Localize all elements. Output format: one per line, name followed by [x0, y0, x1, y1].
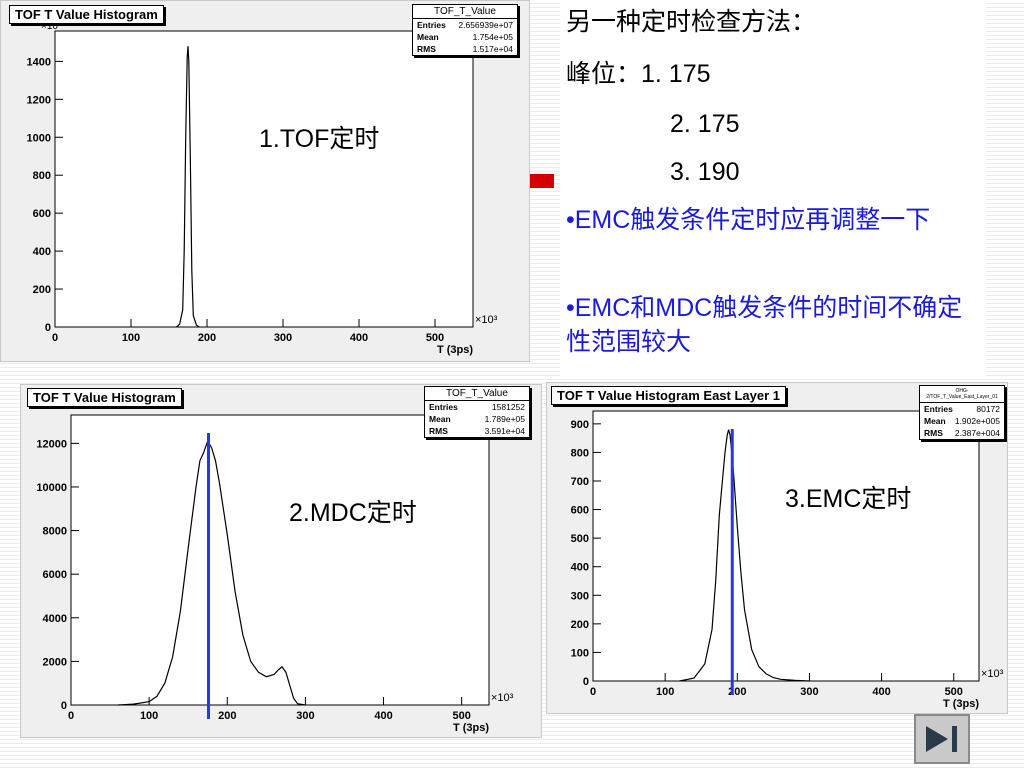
x-tick-label: 500 — [945, 686, 963, 698]
emc-histogram-panel: 0 100 200 300 400 500 0 100 200 300 400 500 600 700 80… — [546, 382, 1008, 714]
mdc-histogram-panel: 0 100 200 300 400 500 0 2000 4000 6000 8000 10000 12… — [20, 384, 542, 738]
stats-row-entries: Entries 2.656939e+07 — [417, 20, 513, 30]
stats-row-entries: Entries 1581252 — [429, 402, 525, 412]
x-tick-label: 500 — [452, 710, 470, 722]
y-tick-label: 12000 — [36, 438, 67, 450]
x-tick-label: 300 — [296, 710, 314, 722]
x-axis-label: T (3ps) — [453, 722, 489, 734]
y-tick-label: 0 — [45, 322, 51, 334]
mdc-histogram-plot: 0 100 200 300 400 500 0 2000 4000 6000 8000 10000 12… — [36, 414, 514, 734]
y-tick-label: 400 — [33, 246, 51, 258]
stats-row-entries: Entries 80172 — [924, 404, 1000, 414]
stats-row-rms: RMS 1.517e+04 — [417, 44, 513, 54]
tof-overlay-label: 1.TOF定时 — [259, 125, 380, 153]
y-tick-label: 900 — [571, 419, 589, 431]
stats-name: TOF_T_Value — [425, 387, 529, 401]
mdc-stats-box: TOF_T_Value Entries 1581252 Mean 1.789e+05… — [424, 386, 530, 438]
plot-frame — [592, 410, 980, 682]
y-tick-label: 1000 — [27, 132, 51, 144]
y-tick-label: 100 — [571, 647, 589, 659]
x-tick-label: 400 — [350, 332, 368, 344]
x-tick-label: 200 — [218, 710, 236, 722]
y-tick-label: 8000 — [43, 526, 67, 538]
x-tick-label: 0 — [68, 710, 74, 722]
x-tick-label: 300 — [274, 332, 292, 344]
y-multiplier: ×10³ — [41, 21, 62, 32]
x-multiplier: ×10³ — [475, 314, 498, 326]
stats-row-mean: Mean 1.754e+05 — [417, 32, 513, 42]
x-tick-label: 300 — [800, 686, 818, 698]
y-tick-label: 1400 — [27, 56, 51, 68]
stats-row-rms: RMS 3.591e+04 — [429, 426, 525, 436]
peak-line-1: 峰位：1. 175 — [566, 60, 711, 88]
emc-overlay-label: 3.EMC定时 — [785, 485, 912, 513]
mdc-overlay-label: 2.MDC定时 — [289, 499, 417, 527]
bullet-emc-mdc-range: •EMC和MDC触发条件的时间不确定性范围较大 — [566, 294, 963, 356]
tof-histogram-plot: 0 100 200 300 400 500 0 200 400 600 800 1000 1200 140… — [27, 21, 498, 356]
x-tick-label: 400 — [374, 710, 392, 722]
x-tick-label: 0 — [52, 332, 58, 344]
y-tick-label: 4000 — [43, 613, 67, 625]
x-tick-label: 0 — [590, 686, 596, 698]
histogram-line — [117, 439, 306, 706]
x-multiplier: ×10³ — [491, 692, 514, 704]
stats-name: TOF_T_Value — [413, 5, 517, 19]
y-tick-label: 800 — [571, 447, 589, 459]
red-slide-marker — [530, 174, 554, 188]
y-tick-label: 10000 — [36, 482, 67, 494]
y-tick-label: 400 — [571, 562, 589, 574]
stats-row-mean: Mean 1.789e+05 — [429, 414, 525, 424]
y-tick-label: 200 — [33, 284, 51, 296]
bullet-emc-timing: •EMC触发条件定时应再调整一下 — [566, 206, 931, 234]
plot-frame — [70, 414, 490, 706]
x-multiplier: ×10³ — [981, 668, 1004, 680]
end-bar-icon — [952, 726, 957, 752]
play-icon — [926, 726, 948, 752]
x-tick-label: 100 — [140, 710, 158, 722]
x-tick-label: 400 — [872, 686, 890, 698]
next-slide-button[interactable] — [914, 714, 970, 764]
y-tick-label: 500 — [571, 533, 589, 545]
y-tick-label: 0 — [583, 676, 589, 688]
histogram-line — [176, 46, 200, 328]
emc-histogram-title: TOF T Value Histogram East Layer 1 — [551, 386, 787, 405]
tof-histogram-panel: 0 100 200 300 400 500 0 200 400 600 800 1000 1200 140… — [0, 0, 530, 362]
peak-line-3: 3. 190 — [670, 158, 740, 186]
y-tick-label: 0 — [61, 700, 67, 712]
stats-row-rms: RMS 2.387e+004 — [924, 428, 1000, 438]
y-tick-label: 800 — [33, 170, 51, 182]
mdc-histogram-title: TOF T Value Histogram — [27, 388, 182, 407]
x-tick-label: 200 — [198, 332, 216, 344]
x-axis-label: T (3ps) — [943, 698, 979, 710]
emc-stats-box: OHG-2/TOF_T_Value_East_Layer_01 Entries 8… — [919, 385, 1005, 440]
emc-histogram-plot: 0 100 200 300 400 500010020030040050060070080… — [571, 410, 1004, 710]
y-tick-label: 1200 — [27, 94, 51, 106]
notes-panel: 另一种定时检查方法： 峰位：1. 175 2. 175 3. 190 •EMC触… — [560, 0, 986, 376]
plot-frame — [54, 30, 474, 328]
tof-stats-box: TOF_T_Value Entries 2.656939e+07 Mean 1.75… — [412, 4, 518, 56]
notes-heading: 另一种定时检查方法： — [566, 8, 817, 36]
y-tick-label: 700 — [571, 476, 589, 488]
x-axis-label: T (3ps) — [437, 344, 473, 356]
peak-line-2: 2. 175 — [670, 110, 740, 138]
tof-histogram-title: TOF T Value Histogram — [9, 5, 164, 24]
stats-row-mean: Mean 1.902e+005 — [924, 416, 1000, 426]
y-tick-label: 6000 — [43, 569, 67, 581]
y-tick-label: 300 — [571, 590, 589, 602]
y-tick-label: 600 — [571, 505, 589, 517]
y-tick-label: 200 — [571, 619, 589, 631]
x-tick-label: 100 — [122, 332, 140, 344]
y-tick-label: 2000 — [43, 656, 67, 668]
x-tick-label: 500 — [426, 332, 444, 344]
stats-name: OHG-2/TOF_T_Value_East_Layer_01 — [920, 386, 1004, 403]
y-tick-label: 600 — [33, 208, 51, 220]
x-tick-label: 100 — [656, 686, 674, 698]
